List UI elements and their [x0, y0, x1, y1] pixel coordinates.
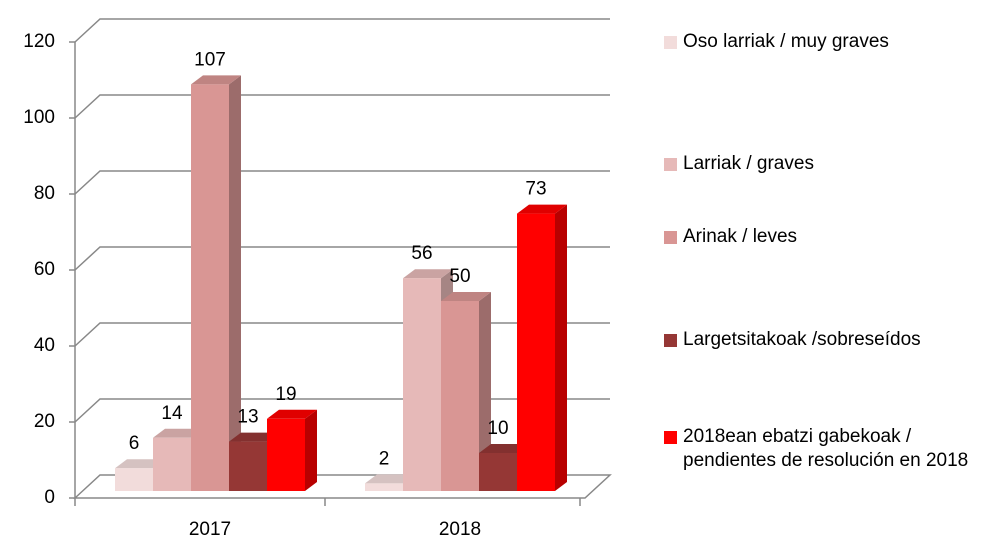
- legend-swatch: [664, 431, 677, 444]
- bar-top: [191, 75, 241, 85]
- y-tick-label: 80: [34, 183, 55, 204]
- data-label: 56: [411, 243, 432, 264]
- data-label: 19: [275, 384, 296, 405]
- bar-top: [365, 474, 415, 484]
- legend-item: Larriak / graves: [664, 152, 984, 176]
- grid-line: [74, 246, 610, 271]
- bar: [229, 441, 267, 491]
- bar-side: [229, 75, 241, 492]
- legend-swatch: [664, 334, 677, 347]
- y-tick-label: 20: [34, 411, 55, 432]
- grid-line: [74, 94, 610, 119]
- bar: [153, 437, 191, 491]
- bar-side: [479, 292, 491, 491]
- legend-item: Arinak / leves: [664, 225, 984, 249]
- bar: [403, 278, 441, 491]
- bar: [479, 453, 517, 491]
- legend-label: Arinak / leves: [683, 226, 798, 247]
- bar: [365, 483, 403, 491]
- bar-top: [267, 409, 317, 419]
- grid-line: [74, 170, 610, 195]
- x-tick-label: 2018: [439, 519, 481, 540]
- legend-label: 2018ean ebatzi gabekoak / pendientes de …: [683, 426, 969, 471]
- legend-label: Largetsitakoak /sobreseídos: [683, 329, 921, 350]
- data-label: 6: [129, 433, 140, 454]
- y-tick-label: 0: [44, 487, 55, 508]
- y-tick-label: 120: [23, 31, 55, 52]
- y-tick-label: 60: [34, 259, 55, 280]
- bar: [115, 468, 153, 491]
- legend-label: Larriak / graves: [683, 153, 814, 174]
- bar: [441, 301, 479, 491]
- data-label: 2: [379, 448, 390, 469]
- legend-item: 2018ean ebatzi gabekoak / pendientes de …: [664, 425, 984, 473]
- bar-top: [115, 459, 165, 469]
- bar-side: [555, 204, 567, 491]
- bar-top: [517, 204, 567, 214]
- legend-label: Oso larriak / muy graves: [683, 31, 889, 52]
- legend-swatch: [664, 36, 677, 49]
- legend-swatch: [664, 158, 677, 171]
- data-label: 73: [525, 179, 546, 200]
- data-label: 14: [161, 403, 183, 424]
- bar-side: [305, 409, 317, 491]
- legend-swatch: [664, 231, 677, 244]
- bar: [267, 418, 305, 491]
- bar-top: [479, 444, 529, 453]
- grid-line: [74, 18, 610, 43]
- y-tick-label: 100: [23, 107, 55, 128]
- data-label: 107: [194, 49, 226, 70]
- legend-item: Oso larriak / muy graves: [664, 30, 984, 54]
- bar-top: [403, 269, 453, 279]
- bar-top: [229, 432, 279, 442]
- bar-top: [153, 428, 203, 438]
- data-label: 10: [487, 418, 508, 439]
- legend-item: Largetsitakoak /sobreseídos: [664, 328, 984, 352]
- bar: [517, 213, 555, 491]
- bar: [191, 84, 229, 492]
- data-label: 13: [237, 407, 258, 428]
- data-label: 50: [449, 266, 470, 287]
- y-tick-label: 40: [34, 335, 55, 356]
- bar-top: [441, 292, 491, 301]
- x-tick-label: 2017: [189, 519, 231, 540]
